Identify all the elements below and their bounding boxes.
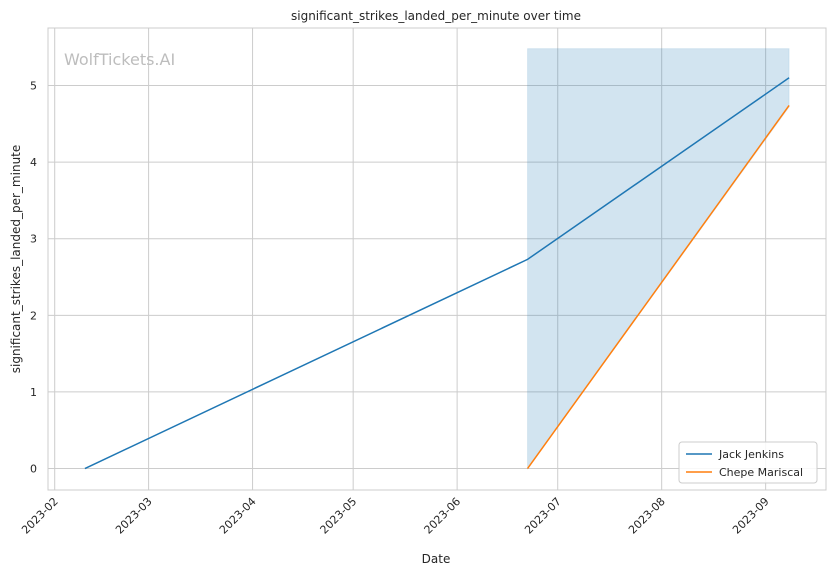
y-tick-labels: 0 1 2 3 4 5 (30, 79, 37, 475)
y-axis-label: significant_strikes_landed_per_minute (9, 145, 23, 374)
y-tick-label: 1 (30, 386, 37, 399)
x-tick-label: 2023-06 (422, 495, 464, 537)
y-tick-label: 2 (30, 309, 37, 322)
confidence-band-group (527, 48, 790, 471)
confidence-band (527, 48, 790, 471)
x-tick-label: 2023-02 (19, 495, 61, 537)
x-tick-label: 2023-08 (626, 495, 668, 537)
plot-area (47, 27, 827, 491)
legend-label: Jack Jenkins (718, 448, 784, 461)
chart-title: significant_strikes_landed_per_minute ov… (291, 9, 581, 23)
y-tick-label: 5 (30, 79, 37, 92)
series-line-jack-jenkins (84, 77, 790, 470)
x-tick-label: 2023-09 (730, 495, 772, 537)
x-tick-label: 2023-03 (113, 495, 155, 537)
x-tick-label: 2023-04 (217, 495, 259, 537)
y-tick-label: 0 (30, 463, 37, 476)
y-tick-label: 4 (30, 156, 37, 169)
y-tick-label: 3 (30, 233, 37, 246)
legend-label: Chepe Mariscal (719, 466, 803, 479)
legend: Jack Jenkins Chepe Mariscal (678, 441, 818, 484)
x-tick-label: 2023-05 (318, 495, 360, 537)
grid-lines (48, 28, 826, 490)
x-axis-label: Date (422, 552, 451, 566)
x-tick-label: 2023-07 (522, 495, 564, 537)
series-lines (84, 77, 790, 470)
watermark: WolfTickets.AI (64, 50, 175, 69)
x-tick-labels: 2023-02 2023-03 2023-04 2023-05 2023-06 2023-… (19, 495, 772, 537)
series-line-chepe-mariscal (526, 104, 790, 469)
